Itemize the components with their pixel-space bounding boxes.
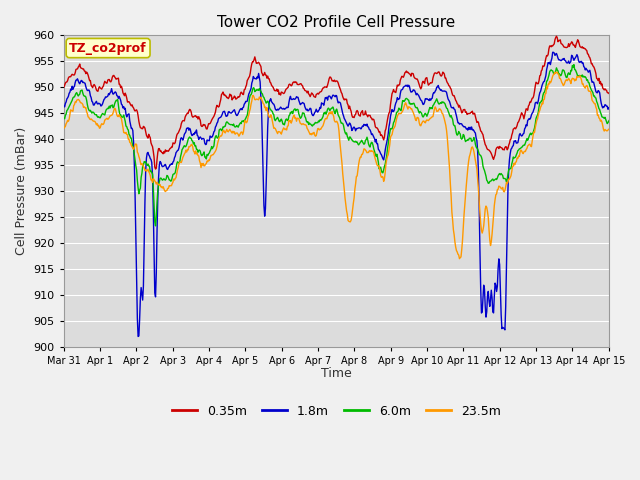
Y-axis label: Cell Pressure (mBar): Cell Pressure (mBar): [15, 127, 28, 255]
X-axis label: Time: Time: [321, 367, 352, 380]
Text: TZ_co2prof: TZ_co2prof: [69, 42, 147, 55]
Title: Tower CO2 Profile Cell Pressure: Tower CO2 Profile Cell Pressure: [217, 15, 456, 30]
Legend: 0.35m, 1.8m, 6.0m, 23.5m: 0.35m, 1.8m, 6.0m, 23.5m: [167, 400, 506, 423]
